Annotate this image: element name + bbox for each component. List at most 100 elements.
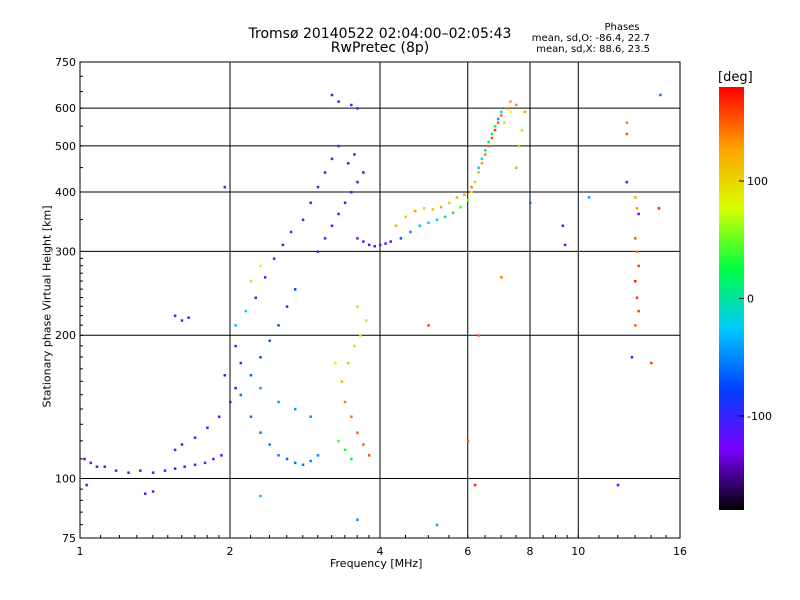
scatter-point <box>151 471 155 474</box>
scatter-point <box>517 144 521 148</box>
scatter-point <box>323 237 327 240</box>
x-tick-label: 10 <box>571 545 585 558</box>
scatter-point <box>490 136 494 140</box>
x-tick-label: 1 <box>77 545 84 558</box>
scatter-point <box>293 407 297 411</box>
scatter-point <box>435 218 439 222</box>
scatter-point <box>637 264 640 268</box>
scatter-point <box>139 469 142 472</box>
scatter-point <box>473 180 477 184</box>
scatter-point <box>365 319 368 322</box>
scatter-point <box>193 436 197 439</box>
scatter-point <box>85 483 88 487</box>
scatter-point <box>404 215 407 219</box>
scatter-point <box>277 454 280 457</box>
scatter-point <box>625 180 629 184</box>
scatter-point <box>455 196 459 199</box>
scatter-point <box>356 431 359 434</box>
scatter-point <box>487 140 490 144</box>
scatter-point <box>223 185 227 189</box>
scatter-point <box>529 201 532 205</box>
scatter-point <box>203 461 207 465</box>
scatter-point <box>350 457 353 461</box>
scatter-point <box>463 193 466 197</box>
scatter-point <box>625 132 629 136</box>
scatter-point <box>439 205 443 209</box>
scatter-point <box>114 469 118 472</box>
scatter-points <box>83 93 662 527</box>
y-tick-label: 500 <box>55 140 76 153</box>
scatter-point <box>301 463 305 467</box>
scatter-point <box>379 243 382 247</box>
scatter-point <box>367 243 371 247</box>
scatter-point <box>309 415 312 418</box>
scatter-point <box>359 334 362 337</box>
y-tick-label: 75 <box>62 532 76 545</box>
scatter-point <box>362 240 365 243</box>
scatter-point <box>234 386 237 390</box>
scatter-point <box>293 288 297 291</box>
scatter-point <box>259 356 262 359</box>
scatter-point <box>337 100 340 103</box>
scatter-point <box>330 93 334 97</box>
scatter-point <box>346 361 350 365</box>
scatter-point <box>143 492 147 496</box>
scatter-point <box>187 316 190 319</box>
scatter-point <box>103 465 107 468</box>
scatter-point <box>220 454 223 457</box>
colorbar-ticks: 100 0 -100 <box>739 175 772 423</box>
scatter-point <box>249 374 253 377</box>
scatter-point <box>473 483 477 487</box>
scatter-point <box>239 361 243 365</box>
scatter-point <box>293 461 297 465</box>
scatter-point <box>427 221 430 225</box>
scatter-point <box>268 339 271 342</box>
scatter-point <box>337 144 340 148</box>
phases-title: Phases <box>604 22 640 33</box>
scatter-point <box>254 296 257 300</box>
phases-o-stats: mean, sd,O: -86.4, 22.7 <box>531 33 650 44</box>
scatter-point <box>427 324 430 327</box>
colorbar-tick-label: 100 <box>747 175 768 188</box>
scatter-point <box>418 224 421 228</box>
x-tick-label: 16 <box>673 545 687 558</box>
scatter-point <box>281 243 285 247</box>
scatter-point <box>353 344 356 348</box>
scatter-point <box>173 467 177 470</box>
scatter-point <box>509 110 512 114</box>
scatter-point <box>301 218 305 222</box>
scatter-point <box>151 490 155 493</box>
y-tick-label: 200 <box>55 329 76 342</box>
y-axis-ticks: 75 100 200 300 400 500 600 750 <box>55 56 83 545</box>
scatter-point <box>259 431 262 434</box>
y-tick-label: 600 <box>55 102 76 115</box>
scatter-point <box>477 171 480 174</box>
scatter-point <box>500 114 503 117</box>
scatter-point <box>477 334 480 337</box>
scatter-point <box>637 309 640 313</box>
scatter-point <box>217 415 221 418</box>
scatter-point <box>561 224 565 228</box>
scatter-point <box>340 380 344 383</box>
scatter-point <box>496 121 500 124</box>
scatter-point <box>500 276 503 279</box>
scatter-point <box>447 201 451 205</box>
scatter-point <box>422 207 426 210</box>
scatter-point <box>356 237 359 240</box>
colorbar-tick-label: 0 <box>747 293 754 306</box>
scatter-point <box>563 243 567 247</box>
x-tick-label: 4 <box>377 545 384 558</box>
scatter-point <box>484 153 487 156</box>
scatter-point <box>89 461 93 465</box>
scatter-point <box>239 393 243 397</box>
scatter-point <box>459 205 462 209</box>
scatter-point <box>637 212 640 216</box>
scatter-point <box>625 121 629 124</box>
scatter-point <box>367 454 371 457</box>
scatter-point <box>173 448 177 452</box>
scatter-point <box>83 457 86 461</box>
y-tick-label: 400 <box>55 186 76 199</box>
scatter-point <box>443 215 447 219</box>
scatter-point <box>650 361 653 365</box>
